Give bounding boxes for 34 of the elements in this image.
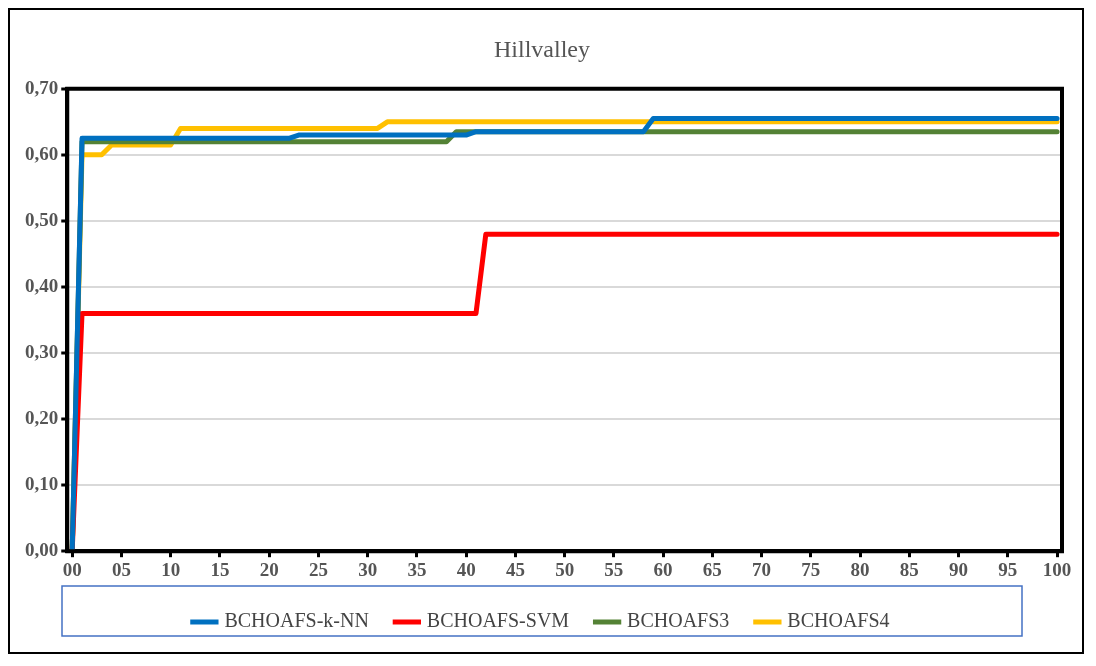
x-tick-label: 10	[161, 558, 181, 580]
y-tick-label: 0,00	[25, 539, 59, 561]
x-tick-label: 50	[555, 558, 575, 580]
chart-title: Hillvalley	[494, 35, 590, 62]
x-tick-label: 85	[899, 558, 919, 580]
legend-label: BCHOAFS-k-NN	[224, 609, 369, 632]
y-tick-label: 0,40	[25, 274, 59, 296]
x-tick-label: 55	[604, 558, 624, 580]
x-tick-label: 65	[702, 558, 722, 580]
x-tick-label: 90	[949, 558, 969, 580]
x-tick-label: 00	[62, 558, 82, 580]
x-tick-label: 45	[505, 558, 525, 580]
y-tick-label: 0,30	[25, 340, 59, 362]
legend-label: BCHOAFS4	[787, 609, 890, 632]
x-tick-label: 05	[111, 558, 131, 580]
x-tick-label: 70	[752, 558, 772, 580]
x-tick-label: 30	[358, 558, 378, 580]
y-tick-label: 0,50	[25, 208, 59, 230]
x-tick-label: 60	[653, 558, 673, 580]
y-tick-label: 0,70	[25, 76, 59, 98]
y-tick-label: 0,20	[25, 406, 59, 428]
x-tick-label: 40	[456, 558, 476, 580]
x-tick-label: 95	[998, 558, 1018, 580]
legend-label: BCHOAFS-SVM	[426, 609, 570, 632]
x-tick-label: 80	[850, 558, 870, 580]
x-tick-label: 75	[801, 558, 821, 580]
x-tick-label: 35	[407, 558, 427, 580]
x-tick-label: 25	[308, 558, 328, 580]
legend-label: BCHOAFS3	[627, 609, 730, 632]
x-tick-label: 20	[259, 558, 279, 580]
y-tick-label: 0,10	[25, 473, 59, 495]
x-tick-label: 15	[210, 558, 230, 580]
y-tick-label: 0,60	[25, 142, 59, 164]
x-tick-label: 100	[1042, 558, 1072, 580]
